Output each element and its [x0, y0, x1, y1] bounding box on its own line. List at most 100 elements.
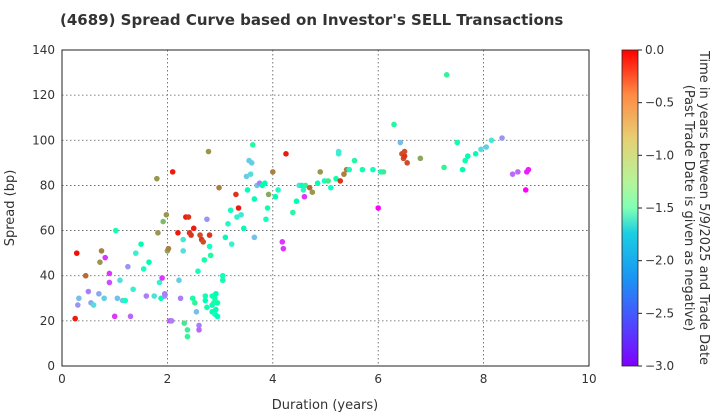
data-point — [235, 205, 242, 211]
data-point — [160, 218, 166, 225]
data-point — [270, 169, 276, 175]
data-point — [132, 250, 139, 256]
x-tick-label: 2 — [164, 372, 172, 386]
grid-lines — [62, 50, 589, 366]
data-point — [125, 263, 131, 270]
data-point — [212, 295, 218, 302]
colorbar-label-line2: (Past Trade Date is given as negative) — [681, 85, 696, 331]
y-tick-label: 80 — [40, 178, 55, 192]
data-point — [247, 171, 254, 177]
y-axis-ticks: 0 20 40 60 80 100 120 140 — [32, 43, 55, 373]
data-point — [401, 148, 408, 155]
data-point — [184, 327, 191, 333]
data-point — [249, 142, 256, 148]
data-point — [181, 320, 188, 326]
data-point — [202, 293, 209, 299]
data-point — [333, 175, 339, 182]
colorbar-ticks: 0.0 −0.5 −1.0 −1.5 −2.0 −2.5 −3.0 — [638, 43, 674, 373]
data-point — [76, 295, 82, 302]
data-point — [462, 157, 468, 164]
data-point — [102, 254, 109, 261]
x-axis-label: Duration (years) — [272, 398, 379, 413]
data-point — [200, 239, 207, 245]
data-point — [72, 315, 78, 322]
data-point — [85, 288, 92, 295]
data-point — [283, 151, 289, 157]
x-tick-label: 10 — [581, 372, 596, 386]
data-points — [72, 72, 532, 340]
data-point — [325, 178, 331, 184]
data-point — [227, 207, 234, 214]
data-point — [111, 313, 118, 320]
data-point — [205, 148, 212, 155]
data-point — [127, 313, 134, 320]
data-point — [204, 304, 210, 311]
data-point — [404, 160, 410, 166]
x-axis-ticks: 0 2 4 6 8 10 — [58, 372, 596, 386]
data-point — [156, 279, 163, 286]
data-point — [106, 279, 113, 286]
data-point — [417, 155, 424, 162]
data-point — [441, 164, 447, 171]
data-point — [317, 169, 324, 175]
data-point — [370, 166, 376, 173]
data-point — [443, 72, 450, 78]
data-point — [82, 272, 89, 279]
data-point — [202, 297, 209, 304]
data-point — [189, 295, 196, 302]
data-point — [219, 272, 226, 279]
data-point — [499, 135, 505, 141]
data-point — [464, 153, 471, 159]
data-point — [263, 216, 269, 223]
plot-frame — [61, 49, 590, 367]
data-point — [301, 193, 308, 200]
data-point — [265, 191, 272, 198]
data-point — [233, 191, 239, 198]
colorbar-tick-label: −1.0 — [645, 148, 674, 162]
data-point — [163, 211, 170, 218]
chart-title: (4689) Spread Curve based on Investor's … — [60, 11, 563, 29]
data-point — [280, 245, 287, 252]
data-point — [509, 171, 516, 177]
colorbar-tick-label: −2.0 — [645, 254, 674, 268]
data-point — [228, 241, 235, 247]
data-point — [206, 243, 213, 250]
data-point — [264, 205, 271, 211]
data-point — [314, 180, 321, 186]
data-point — [154, 175, 160, 182]
data-point — [337, 178, 344, 184]
data-point — [397, 139, 404, 146]
data-point — [192, 300, 198, 306]
y-tick-label: 0 — [47, 359, 55, 373]
data-point — [241, 225, 247, 232]
data-point — [130, 286, 136, 293]
x-tick-label: 8 — [480, 372, 488, 386]
data-point — [101, 295, 107, 302]
data-point — [275, 187, 281, 193]
data-point — [216, 184, 222, 191]
data-point — [309, 189, 316, 195]
data-point — [515, 169, 521, 175]
data-point — [248, 160, 255, 166]
data-point — [114, 295, 121, 302]
y-tick-label: 40 — [40, 269, 55, 283]
data-point — [155, 230, 161, 236]
data-point — [213, 290, 219, 297]
data-point — [98, 248, 105, 254]
data-point — [161, 290, 168, 297]
data-point — [341, 171, 347, 177]
x-tick-label: 4 — [269, 372, 277, 386]
data-point — [214, 300, 221, 306]
data-point — [196, 322, 202, 329]
data-point — [391, 121, 397, 128]
y-tick-label: 60 — [40, 224, 55, 238]
data-point — [327, 184, 334, 191]
data-point — [201, 257, 208, 263]
data-point — [165, 245, 172, 252]
data-point — [454, 139, 461, 146]
y-tick-label: 120 — [32, 88, 55, 102]
data-point — [112, 227, 119, 234]
data-point — [346, 166, 353, 173]
data-point — [195, 268, 201, 275]
